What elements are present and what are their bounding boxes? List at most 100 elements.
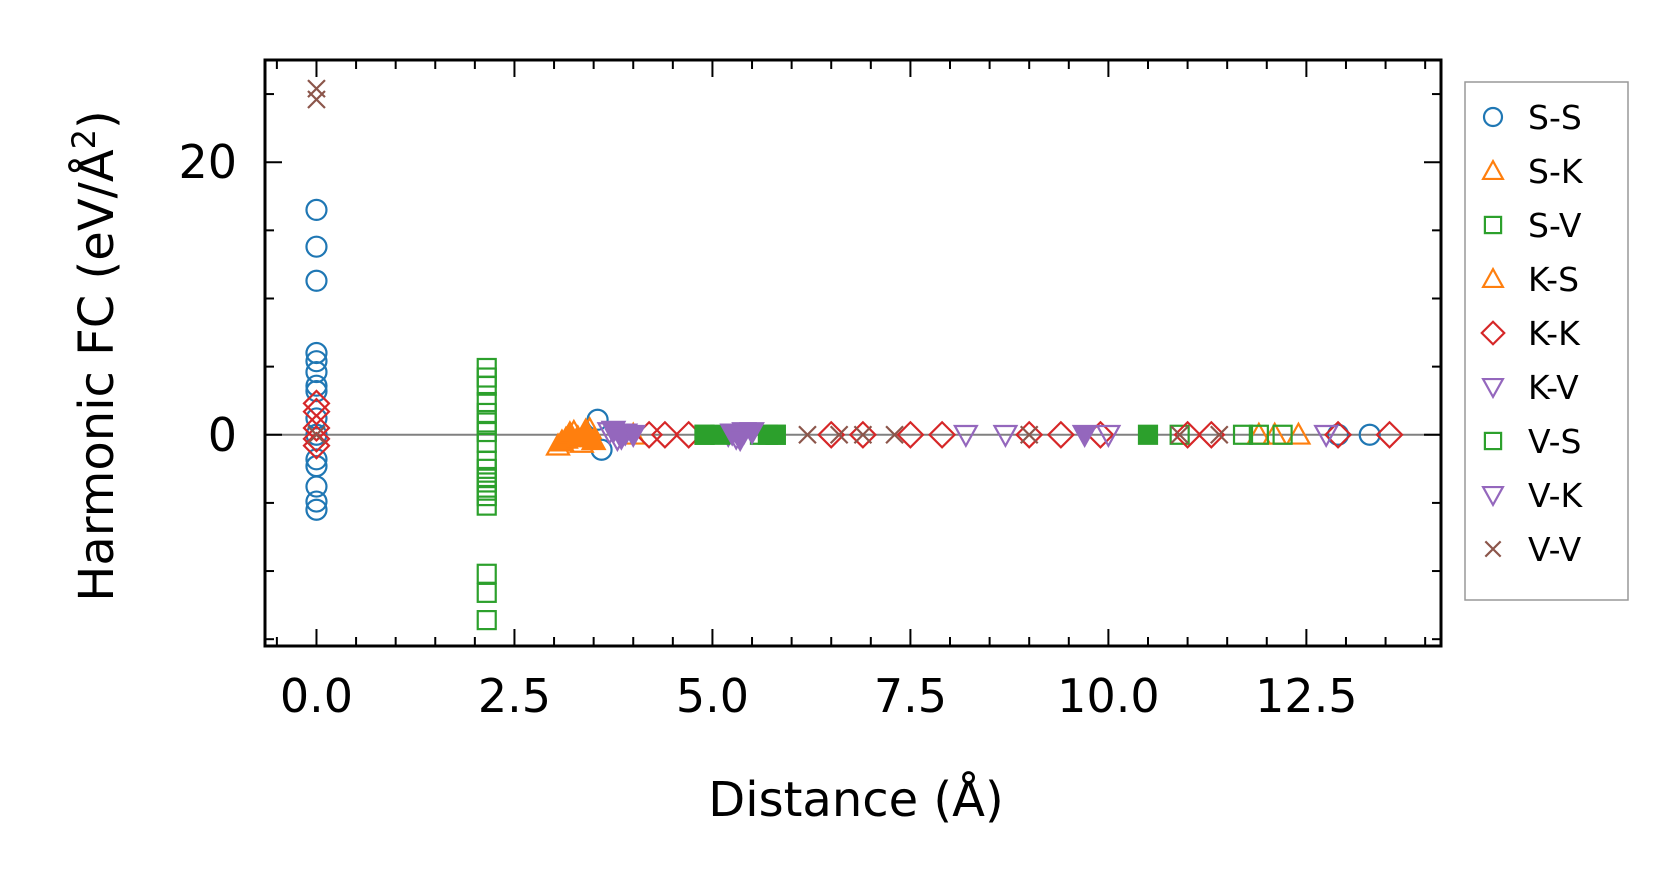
data-point: [305, 407, 328, 430]
x-tick-label: 12.5: [1255, 669, 1357, 723]
plot-frame: [263, 58, 1443, 648]
data-point: [307, 425, 326, 445]
data-point: [476, 495, 497, 516]
data-point: [302, 397, 331, 426]
legend-label: K-V: [1528, 368, 1579, 407]
data-points-layer: [302, 79, 1404, 631]
legend-label: K-S: [1528, 260, 1579, 299]
data-point: [476, 421, 497, 443]
data-point: [305, 380, 328, 403]
series-v-v: [307, 79, 1229, 445]
series-v-k: [600, 420, 1098, 453]
data-point: [650, 420, 679, 449]
legend-marker: [1482, 106, 1504, 128]
legend-marker: [1483, 431, 1503, 451]
data-point: [1285, 421, 1312, 445]
data-point: [1272, 424, 1293, 445]
data-point: [727, 428, 754, 453]
data-point: [1019, 425, 1039, 445]
legend-marker: [1481, 377, 1505, 400]
data-point: [1375, 420, 1404, 449]
data-point: [580, 426, 607, 451]
data-point: [952, 424, 979, 449]
data-point: [885, 425, 904, 445]
legend-label: V-K: [1528, 476, 1584, 515]
series-k-k: [302, 389, 1404, 460]
legend-marker: [1481, 266, 1505, 289]
legend-box: [1464, 81, 1629, 601]
data-point: [817, 420, 846, 449]
data-point: [829, 425, 849, 445]
data-point: [302, 431, 331, 460]
data-point: [305, 498, 328, 521]
data-point: [1197, 420, 1226, 449]
legend-marker: [1480, 320, 1506, 346]
legend-label: S-V: [1528, 206, 1582, 245]
data-point: [620, 424, 647, 449]
legend-item-k-k: K-K: [1480, 314, 1581, 353]
data-point: [305, 350, 328, 373]
legend-item-k-s: K-S: [1481, 260, 1579, 299]
data-point: [305, 475, 328, 498]
legend-label: V-S: [1528, 422, 1582, 461]
legend-item-v-v: V-V: [1484, 530, 1582, 569]
legend-marker: [1483, 215, 1503, 235]
data-point: [798, 425, 817, 445]
data-point: [1358, 423, 1381, 446]
data-point: [1015, 420, 1044, 449]
series-k-s: [549, 417, 607, 452]
series-v-s: [694, 424, 1159, 445]
y-axis-label: Harmonic FC (eV/Å2): [65, 110, 125, 602]
data-point: [305, 198, 328, 222]
data-point: [1169, 424, 1190, 445]
data-point: [992, 424, 1019, 449]
data-point: [305, 235, 328, 258]
legend-label: S-S: [1528, 98, 1582, 137]
legend-item-v-s: V-S: [1483, 422, 1582, 461]
data-point: [1326, 423, 1350, 446]
legend-item-s-k: S-K: [1481, 152, 1584, 191]
y-axis-label-main: Harmonic FC (eV/Å: [68, 149, 125, 602]
legend-label: S-K: [1528, 152, 1584, 191]
legend-label: K-K: [1528, 314, 1581, 353]
x-tick-label: 5.0: [676, 669, 749, 723]
data-point: [305, 448, 328, 471]
data-point: [896, 420, 925, 449]
tick-labels-layer: 0.0 2.5 5.0 7.5 10.0 12.5 0 20: [178, 135, 1357, 723]
legend-label: V-V: [1528, 530, 1582, 569]
data-point: [739, 422, 765, 446]
data-point: [476, 610, 497, 631]
data-point: [305, 490, 328, 513]
data-point: [1232, 424, 1254, 445]
data-point: [1170, 425, 1189, 445]
series-s-v: [476, 357, 1293, 631]
legend-marker: [1484, 540, 1502, 558]
data-point: [476, 563, 497, 584]
data-point: [1095, 424, 1122, 449]
data-point: [1209, 425, 1229, 445]
data-point: [765, 424, 786, 445]
data-point: [848, 420, 877, 449]
data-point: [1313, 424, 1340, 449]
data-point: [302, 424, 331, 453]
legend-item-s-v: S-V: [1483, 206, 1582, 245]
x-tick-label: 7.5: [874, 669, 947, 723]
y-axis-label-close: ): [69, 110, 125, 129]
x-tick-label: 0.0: [280, 669, 353, 723]
data-point: [1046, 420, 1075, 449]
legend-item-k-v: K-V: [1481, 368, 1579, 407]
data-point: [476, 432, 497, 454]
legend-items: S-S S-K S-V K-S K-K K-V V-S V-K V-V: [1480, 98, 1584, 569]
legend: S-S S-K S-V K-S K-K K-V V-S V-K V-V: [1464, 81, 1629, 601]
legend-item-s-s: S-S: [1482, 98, 1582, 137]
data-point: [302, 413, 331, 443]
data-point: [853, 425, 873, 445]
data-point: [1071, 424, 1098, 449]
y-axis-label-superscript: 2: [65, 129, 103, 149]
y-tick-label: 20: [178, 135, 237, 189]
data-point: [1323, 420, 1353, 449]
data-point: [305, 374, 328, 397]
x-axis-label: Distance (Å): [708, 771, 1003, 828]
data-point: [1173, 420, 1202, 449]
